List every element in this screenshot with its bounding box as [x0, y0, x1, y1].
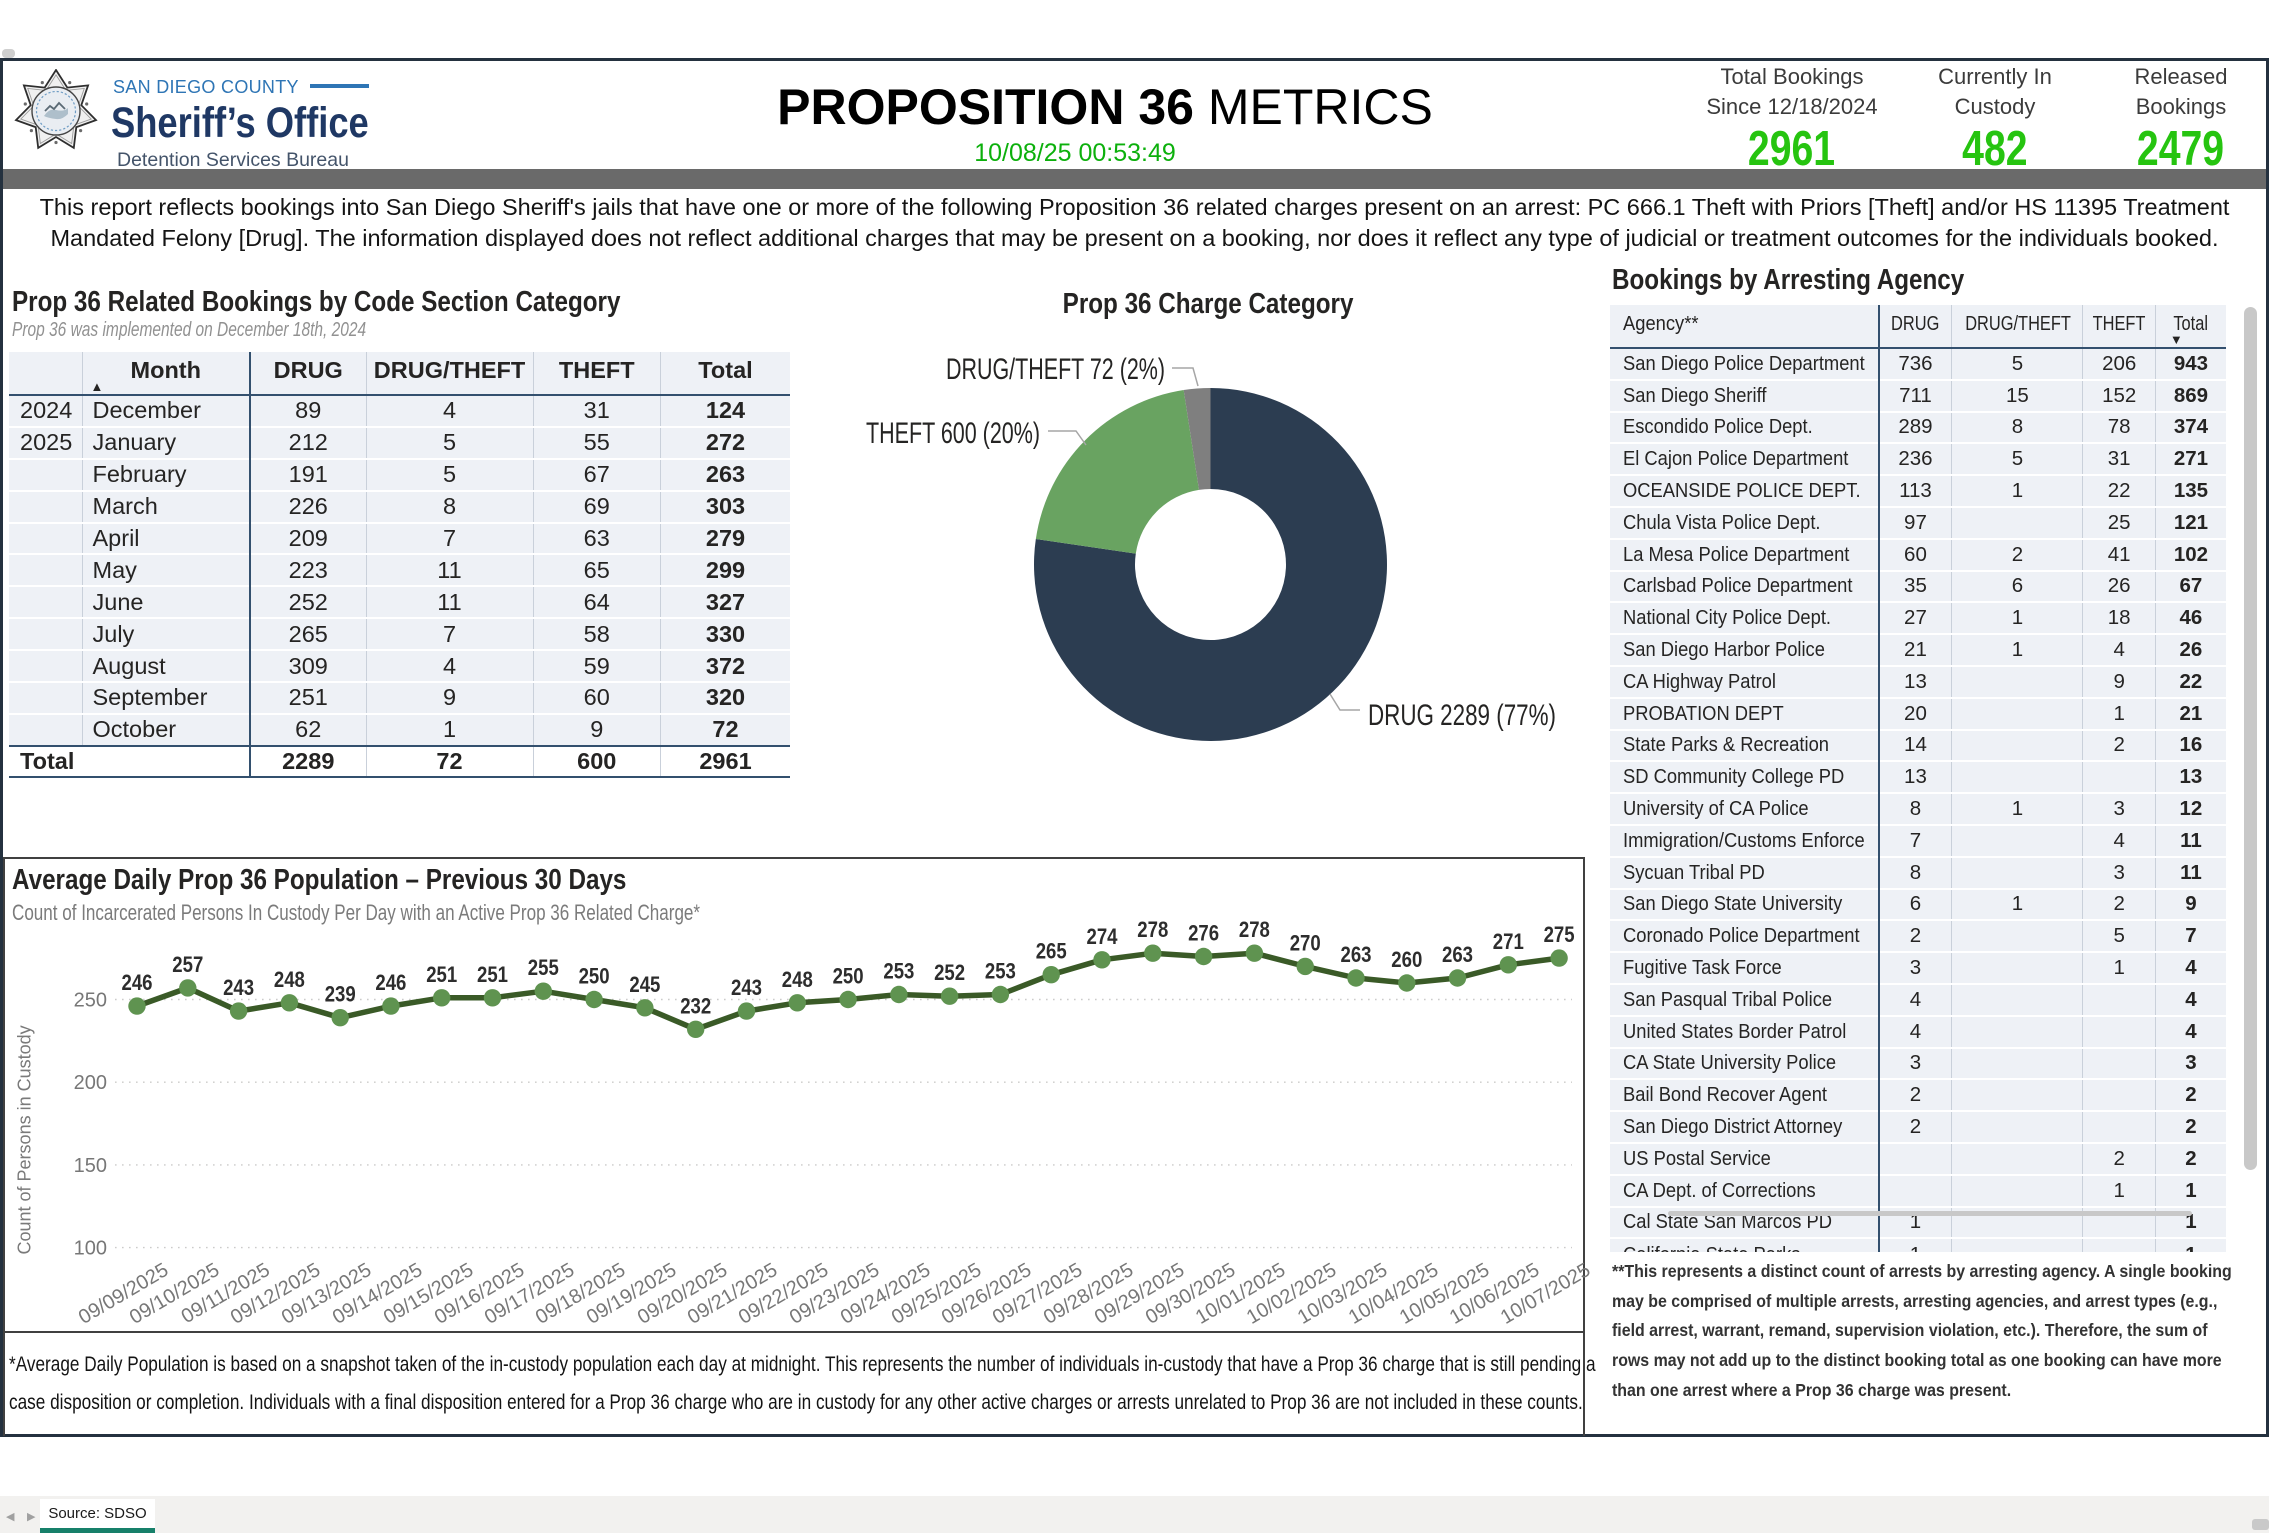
svg-text:246: 246 — [375, 970, 406, 995]
svg-text:250: 250 — [833, 964, 864, 989]
svg-text:265: 265 — [1036, 939, 1067, 964]
svg-text:263: 263 — [1442, 942, 1473, 967]
svg-text:243: 243 — [223, 975, 254, 1000]
svg-text:270: 270 — [1290, 930, 1321, 955]
svg-text:239: 239 — [325, 982, 356, 1007]
svg-text:275: 275 — [1544, 922, 1575, 947]
svg-text:250: 250 — [579, 964, 610, 989]
svg-text:243: 243 — [731, 975, 762, 1000]
svg-text:251: 251 — [426, 962, 457, 987]
svg-text:276: 276 — [1188, 921, 1219, 946]
svg-text:263: 263 — [1341, 942, 1372, 967]
svg-text:245: 245 — [629, 972, 660, 997]
svg-text:278: 278 — [1239, 917, 1270, 942]
svg-text:251: 251 — [477, 962, 508, 987]
svg-text:DRUG/THEFT 72 (2%): DRUG/THEFT 72 (2%) — [946, 353, 1165, 386]
svg-text:THEFT 600 (20%): THEFT 600 (20%) — [866, 417, 1040, 450]
svg-text:150: 150 — [74, 1155, 107, 1177]
svg-text:255: 255 — [528, 955, 559, 980]
svg-text:260: 260 — [1391, 947, 1422, 972]
svg-text:252: 252 — [934, 960, 965, 985]
svg-text:253: 253 — [883, 959, 914, 984]
svg-text:248: 248 — [782, 967, 813, 992]
svg-text:253: 253 — [985, 959, 1016, 984]
svg-text:274: 274 — [1087, 924, 1119, 949]
svg-text:DRUG 2289 (77%): DRUG 2289 (77%) — [1368, 699, 1556, 732]
svg-text:278: 278 — [1137, 917, 1168, 942]
svg-text:248: 248 — [274, 967, 305, 992]
svg-text:250: 250 — [74, 990, 107, 1012]
svg-text:200: 200 — [74, 1072, 107, 1094]
svg-text:246: 246 — [122, 970, 153, 995]
svg-text:100: 100 — [74, 1238, 107, 1260]
svg-text:257: 257 — [172, 952, 203, 977]
svg-text:271: 271 — [1493, 929, 1524, 954]
svg-text:232: 232 — [680, 993, 711, 1018]
